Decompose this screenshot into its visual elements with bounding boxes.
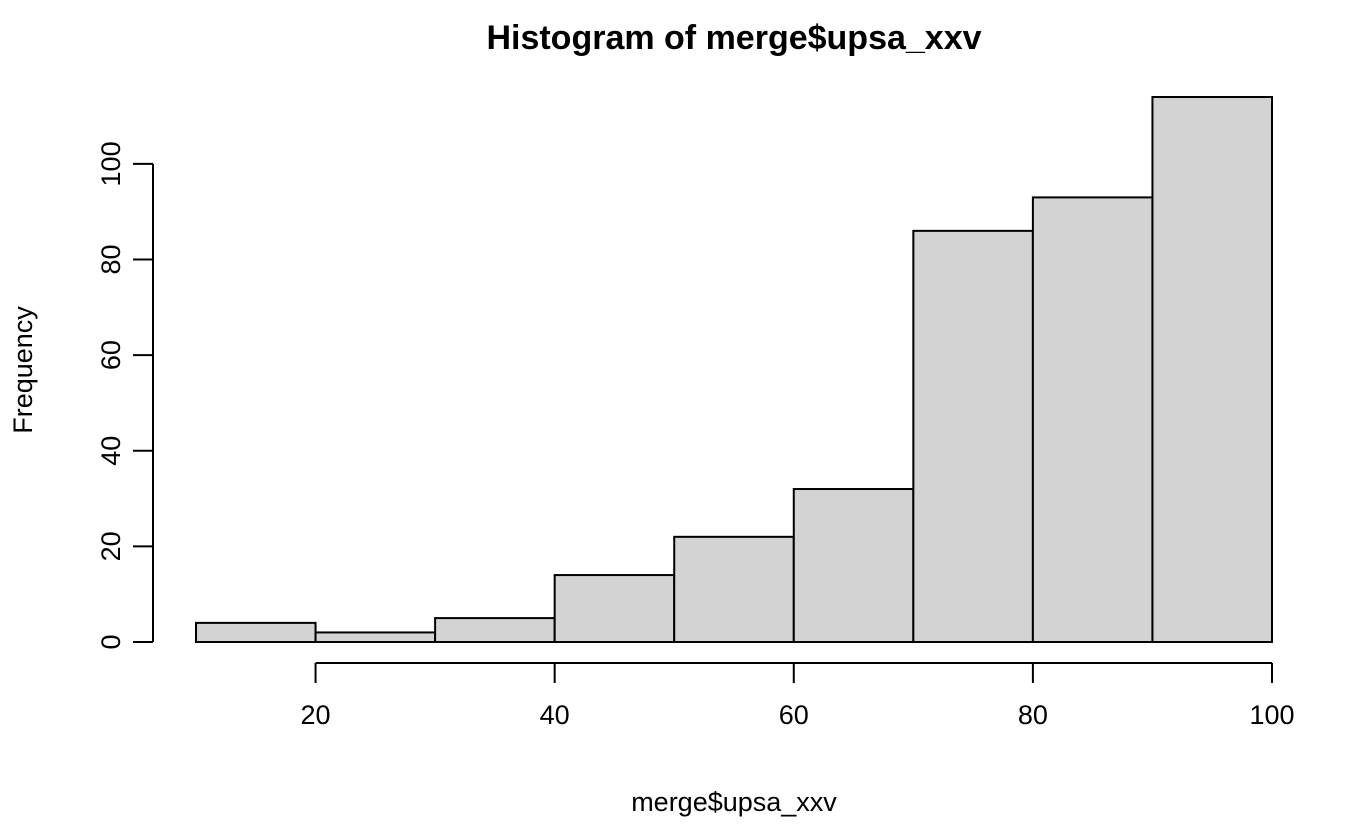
x-axis-label: merge$upsa_xxv <box>631 787 837 817</box>
x-tick-label-100: 100 <box>1249 700 1294 730</box>
y-tick-label-40: 40 <box>96 436 126 466</box>
chart-title: Histogram of merge$upsa_xxv <box>486 19 981 57</box>
y-tick-label-0: 0 <box>96 634 126 649</box>
x-tick-label-60: 60 <box>779 700 809 730</box>
histogram-bar-50-60 <box>673 535 795 644</box>
histogram-bar-60-70 <box>792 488 915 643</box>
x-tick-label-80: 80 <box>1018 700 1048 730</box>
x-tick-label-20: 20 <box>301 700 331 730</box>
y-tick-label-80: 80 <box>96 245 126 275</box>
histogram-bar-40-50 <box>553 574 676 644</box>
y-tick-label-20: 20 <box>96 531 126 561</box>
y-tick-label-100: 100 <box>96 141 126 186</box>
y-axis-label: Frequency <box>8 306 38 434</box>
y-tick-label-60: 60 <box>96 340 126 370</box>
x-tick-label-40: 40 <box>540 700 570 730</box>
bars-group <box>195 96 1274 644</box>
histogram-bar-20-30 <box>314 631 437 644</box>
histogram-bar-90-100 <box>1151 96 1274 643</box>
y-axis: 0 20 40 60 80 100 <box>96 141 154 650</box>
histogram-bar-70-80 <box>912 229 1034 643</box>
x-axis: 20 40 60 80 100 <box>301 662 1295 730</box>
histogram-bar-80-90 <box>1031 196 1154 643</box>
histogram-bar-10-20 <box>195 621 317 644</box>
histogram-bar-30-40 <box>434 617 556 644</box>
